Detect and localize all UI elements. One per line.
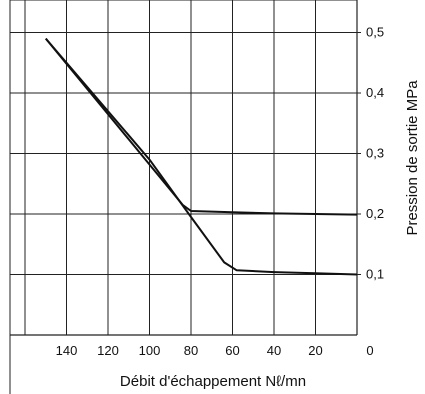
x-tick-labels: 140 120 100 80 60 40 20 0 — [56, 343, 374, 358]
y-tick-label: 0,4 — [366, 85, 384, 100]
x-tick-label: 120 — [97, 343, 119, 358]
x-axis-label: Débit d'échappement Nℓ/mn — [120, 373, 306, 390]
series-line-1 — [46, 39, 357, 215]
y-tick-label: 0,2 — [366, 206, 384, 221]
x-tick-label: 40 — [267, 343, 281, 358]
y-tick-label: 0,1 — [366, 267, 384, 282]
series-group — [46, 39, 357, 275]
x-tick-label: 60 — [225, 343, 239, 358]
x-tick-label: 80 — [184, 343, 198, 358]
x-tick-label: 0 — [366, 343, 373, 358]
y-axis-label: Pression de sortie MPa — [404, 80, 421, 236]
x-tick-label: 100 — [139, 343, 161, 358]
x-tick-label: 20 — [308, 343, 322, 358]
y-tick-labels: 0,5 0,4 0,3 0,2 0,1 — [366, 25, 384, 282]
series-line-2 — [46, 39, 357, 275]
y-tick-label: 0,3 — [366, 146, 384, 161]
grid — [10, 0, 357, 335]
y-tick-label: 0,5 — [366, 25, 384, 40]
x-tick-label: 140 — [56, 343, 78, 358]
